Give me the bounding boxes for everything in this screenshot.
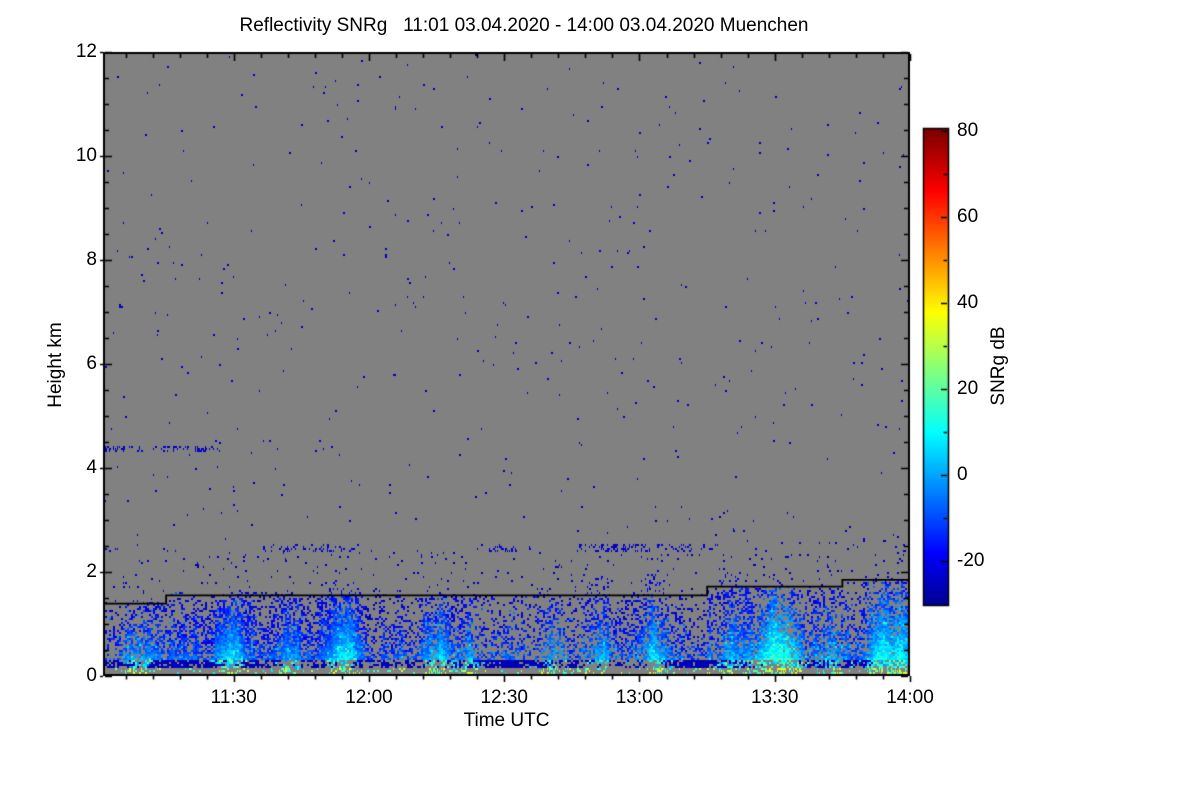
chart-title: Reflectivity SNRg 11:01 03.04.2020 - 14:… xyxy=(239,15,809,36)
cb-tick-label: -20 xyxy=(957,550,985,571)
y-tick-label: 10 xyxy=(75,145,97,166)
x-tick-label: 13:00 xyxy=(615,687,664,708)
y-tick-label: 4 xyxy=(86,457,97,478)
x-tick-label: 12:00 xyxy=(345,687,393,708)
cb-tick-label: 40 xyxy=(957,292,979,313)
x-tick-label: 12:30 xyxy=(480,687,528,708)
y-tick-label: 12 xyxy=(75,41,97,62)
cb-tick-label: 60 xyxy=(957,206,979,227)
y-tick-label: 0 xyxy=(86,665,97,686)
y-tick-label: 8 xyxy=(86,249,97,270)
y-tick-label: 6 xyxy=(86,353,97,374)
y-tick-label: 2 xyxy=(86,561,97,582)
cb-tick-label: 0 xyxy=(957,464,968,485)
x-axis-label: Time UTC xyxy=(463,710,550,731)
cb-tick-label: 80 xyxy=(957,120,979,141)
x-tick-label: 11:30 xyxy=(210,687,257,708)
cb-tick-label: 20 xyxy=(957,378,979,399)
x-tick-label: 13:30 xyxy=(750,687,799,708)
x-tick-label: 14:00 xyxy=(886,687,934,708)
